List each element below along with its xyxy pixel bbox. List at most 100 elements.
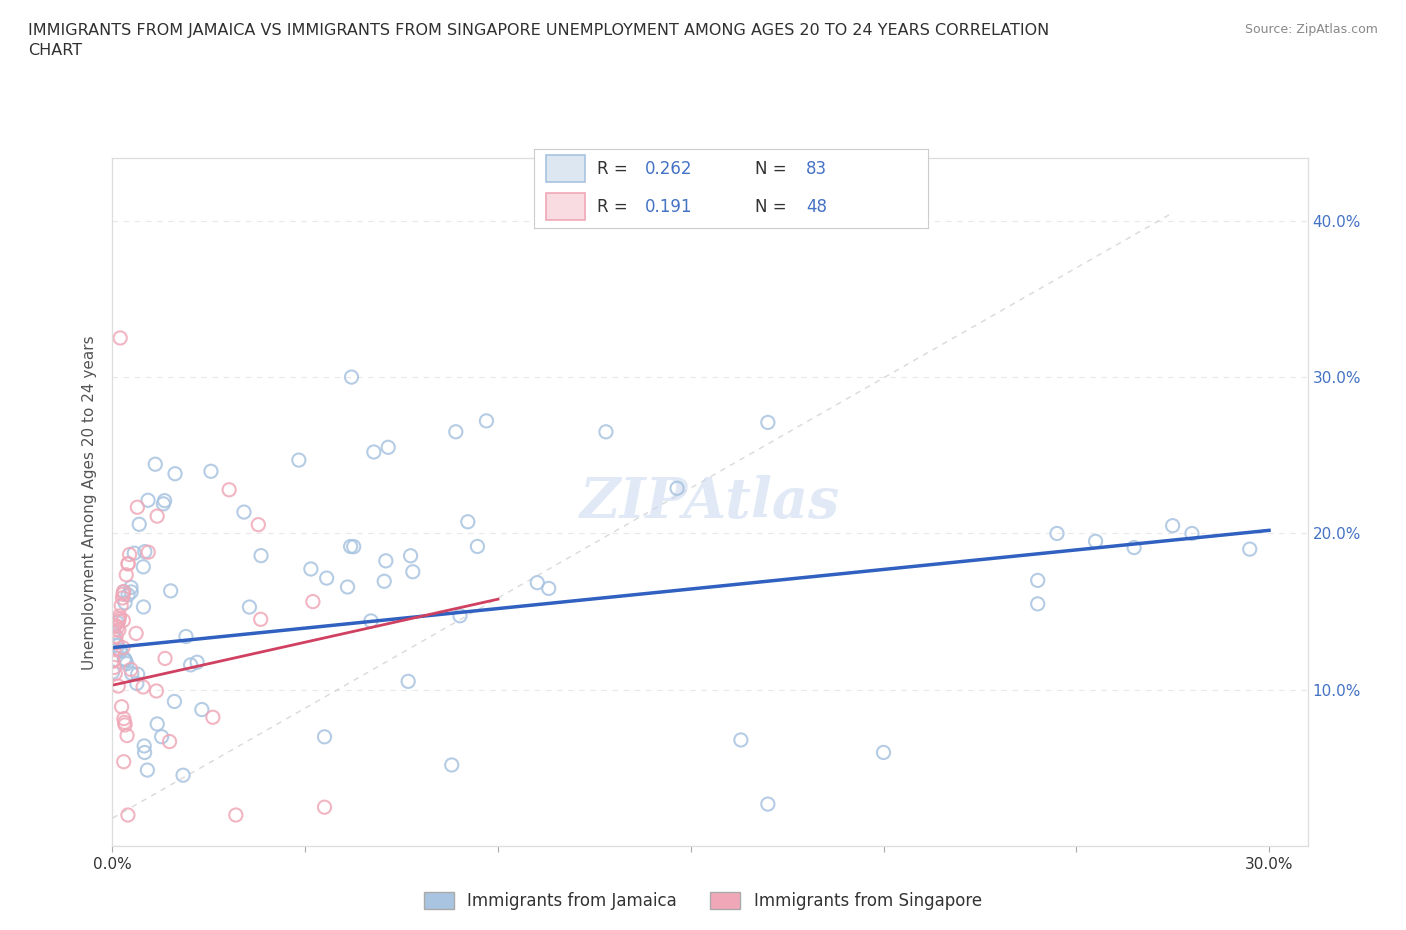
Point — [120, 584, 142, 599]
Point — [134, 745, 156, 760]
Point — [872, 745, 894, 760]
Point — [153, 651, 176, 666]
Text: N =: N = — [755, 197, 792, 216]
Point — [475, 414, 498, 429]
Point — [114, 653, 136, 668]
Point — [1161, 518, 1184, 533]
Point — [112, 584, 135, 599]
Point — [101, 653, 124, 668]
Point — [449, 608, 471, 623]
Bar — [546, 193, 585, 220]
Point — [108, 612, 131, 627]
Text: Source: ZipAtlas.com: Source: ZipAtlas.com — [1244, 23, 1378, 36]
Point — [136, 493, 159, 508]
Point — [396, 674, 419, 689]
Point — [314, 729, 336, 744]
Point — [238, 600, 260, 615]
Point — [159, 583, 181, 598]
Point — [114, 595, 136, 610]
Text: IMMIGRANTS FROM JAMAICA VS IMMIGRANTS FROM SINGAPORE UNEMPLOYMENT AMONG AGES 20 : IMMIGRANTS FROM JAMAICA VS IMMIGRANTS FR… — [28, 23, 1049, 58]
Point — [111, 591, 134, 605]
Point — [200, 464, 222, 479]
Point — [1123, 540, 1146, 555]
Point — [103, 631, 125, 645]
Point — [127, 499, 149, 514]
Point — [191, 702, 214, 717]
Point — [315, 571, 337, 586]
Point — [174, 629, 197, 644]
Point — [595, 424, 617, 439]
Point — [186, 655, 208, 670]
Point — [105, 635, 128, 650]
Point — [165, 466, 187, 481]
Point — [115, 657, 138, 671]
Point — [1239, 541, 1261, 556]
Point — [152, 497, 174, 512]
Point — [756, 797, 779, 812]
Point — [108, 622, 131, 637]
Point — [115, 567, 138, 582]
Point — [1046, 526, 1069, 541]
Point — [233, 505, 256, 520]
Point — [163, 694, 186, 709]
Point — [104, 666, 127, 681]
Point — [136, 545, 159, 560]
Point — [101, 665, 124, 680]
Point — [1084, 534, 1107, 549]
Text: 83: 83 — [806, 160, 827, 178]
Point — [105, 616, 128, 631]
Text: ZIPAtlas: ZIPAtlas — [579, 474, 841, 530]
Point — [299, 562, 322, 577]
Point — [103, 660, 125, 675]
Point — [730, 733, 752, 748]
Point — [124, 546, 146, 561]
Point — [146, 509, 169, 524]
Point — [110, 644, 132, 658]
Y-axis label: Unemployment Among Ages 20 to 24 years: Unemployment Among Ages 20 to 24 years — [82, 335, 97, 670]
Point — [112, 613, 135, 628]
Point — [250, 548, 273, 563]
Point — [111, 640, 134, 655]
Point — [145, 684, 167, 698]
Point — [526, 576, 548, 591]
Point — [117, 588, 139, 603]
Text: 0.191: 0.191 — [644, 197, 692, 216]
Point — [104, 618, 127, 632]
Point — [108, 608, 131, 623]
Point — [108, 643, 131, 658]
Point — [107, 614, 129, 629]
Point — [132, 559, 155, 574]
Text: R =: R = — [598, 160, 633, 178]
Point — [121, 666, 143, 681]
Point — [1026, 596, 1049, 611]
Point — [132, 600, 155, 615]
Point — [118, 547, 141, 562]
Point — [457, 514, 479, 529]
Point — [159, 734, 181, 749]
Point — [114, 653, 136, 668]
Bar — [546, 193, 585, 220]
Point — [112, 587, 135, 602]
Point — [108, 330, 131, 345]
Point — [314, 800, 336, 815]
Point — [340, 369, 363, 384]
Text: 48: 48 — [806, 197, 827, 216]
Point — [537, 581, 560, 596]
Point — [125, 626, 148, 641]
Point — [1026, 573, 1049, 588]
Point — [110, 699, 132, 714]
Point — [117, 556, 139, 571]
Point — [756, 415, 779, 430]
Point — [467, 539, 489, 554]
Text: R =: R = — [598, 197, 638, 216]
Point — [107, 619, 129, 634]
Point — [666, 481, 689, 496]
Point — [114, 715, 136, 730]
Point — [343, 539, 366, 554]
Point — [360, 614, 382, 629]
Point — [153, 493, 176, 508]
Point — [117, 807, 139, 822]
Point — [134, 738, 156, 753]
Point — [105, 629, 128, 644]
Point — [172, 768, 194, 783]
